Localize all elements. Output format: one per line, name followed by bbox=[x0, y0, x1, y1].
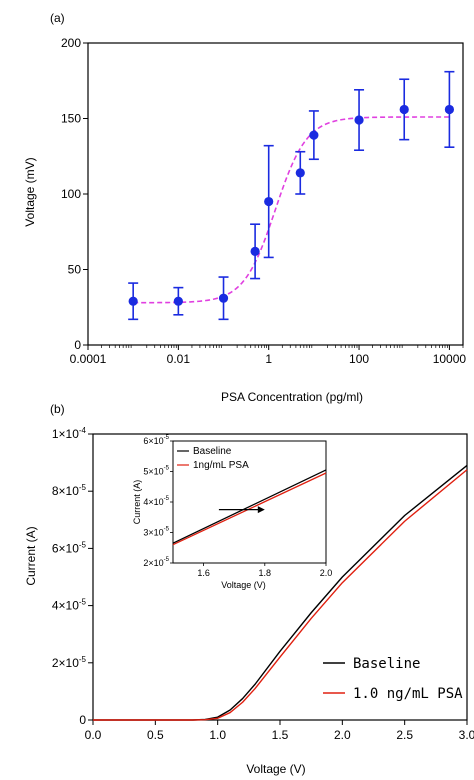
x-tick-label: 3.0 bbox=[459, 728, 474, 742]
legend-label-psa: 1.0 ng/mL PSA bbox=[353, 686, 463, 702]
inset-x-tick-label: 1.8 bbox=[259, 568, 272, 578]
data-point bbox=[295, 168, 305, 178]
y-tick-label: 150 bbox=[61, 112, 81, 126]
inset-series-baseline-line bbox=[172, 469, 327, 544]
x-tick-label: 0.0 bbox=[85, 728, 102, 742]
y-tick-label: 0 bbox=[79, 713, 86, 727]
inset-xlabel: Voltage (V) bbox=[221, 580, 266, 590]
inset-legend-label-baseline: Baseline bbox=[193, 446, 232, 457]
data-point bbox=[128, 296, 138, 306]
inset-frame bbox=[172, 440, 327, 564]
inset-y-tick-label: 5×10-5 bbox=[143, 466, 169, 477]
chart-b-ylabel: Current (A) bbox=[24, 526, 38, 585]
inset-y-tick-label: 3×10-5 bbox=[143, 527, 169, 538]
legend-label-baseline: Baseline bbox=[353, 656, 420, 672]
y-tick-label: 6×10-5 bbox=[52, 540, 87, 555]
chart-b-xlabel: Voltage (V) bbox=[246, 762, 305, 776]
x-tick-label: 2.5 bbox=[396, 728, 413, 742]
inset-chart: 2×10-5 3×10-5 4×10-5 5×10-5 6×10-5 1.6 1.8 2.0 V… bbox=[132, 435, 332, 590]
x-tick-label: 0.01 bbox=[167, 352, 191, 366]
x-tick-label: 1.0 bbox=[209, 728, 226, 742]
y-tick-label: 4×10-5 bbox=[52, 598, 87, 613]
inset-y-tick-label: 6×10-5 bbox=[143, 435, 169, 446]
data-point bbox=[309, 130, 319, 140]
panel-a-label: (a) bbox=[50, 11, 65, 25]
plot-frame bbox=[87, 42, 464, 346]
inset-legend-label-psa: 1ng/mL PSA bbox=[193, 460, 249, 471]
x-tick-label: 1 bbox=[265, 352, 272, 366]
shift-arrow-head bbox=[257, 506, 265, 514]
x-tick-label: 0.0001 bbox=[70, 352, 107, 366]
inset-ylabel: Current (A) bbox=[132, 480, 142, 525]
y-tick-label: 1×10-4 bbox=[52, 426, 87, 441]
data-point bbox=[354, 115, 364, 125]
x-tick-label: 100 bbox=[349, 352, 369, 366]
y-tick-label: 50 bbox=[68, 263, 82, 277]
inset-y-tick-label: 2×10-5 bbox=[143, 557, 169, 568]
y-tick-label: 200 bbox=[61, 36, 81, 50]
inset-y-tick-label: 4×10-5 bbox=[143, 496, 169, 507]
inset-x-tick-label: 2.0 bbox=[320, 568, 333, 578]
y-tick-label: 8×10-5 bbox=[52, 483, 87, 498]
chart-a: 0 50 100 150 200 0.0001 0.01 1 100 10000 bbox=[61, 36, 466, 366]
data-point bbox=[264, 196, 274, 207]
inset-x-tick-label: 1.6 bbox=[197, 568, 210, 578]
fit-curve bbox=[133, 116, 450, 304]
data-point bbox=[399, 104, 409, 115]
x-tick-label: 0.5 bbox=[147, 728, 164, 742]
x-tick-label: 1.5 bbox=[272, 728, 289, 742]
panel-b-label: (b) bbox=[50, 402, 65, 416]
chart-a-ylabel: Voltage (mV) bbox=[23, 157, 37, 226]
inset-series-psa-line bbox=[172, 472, 327, 546]
data-point bbox=[218, 293, 229, 303]
y-tick-label: 2×10-5 bbox=[52, 655, 87, 670]
data-point bbox=[173, 296, 183, 306]
x-tick-label: 2.0 bbox=[334, 728, 351, 742]
series-psa-line bbox=[93, 469, 468, 721]
data-point bbox=[250, 246, 260, 256]
x-tick-label: 10000 bbox=[433, 352, 467, 366]
y-tick-label: 0 bbox=[74, 338, 81, 352]
y-tick-label: 100 bbox=[61, 187, 81, 201]
data-point bbox=[444, 104, 455, 115]
chart-b: 0 2×10-5 4×10-5 6×10-5 8×10-5 1×10-4 0.0 0.5 1.0… bbox=[52, 426, 474, 742]
chart-a-xlabel: PSA Concentration (pg/ml) bbox=[221, 390, 363, 404]
